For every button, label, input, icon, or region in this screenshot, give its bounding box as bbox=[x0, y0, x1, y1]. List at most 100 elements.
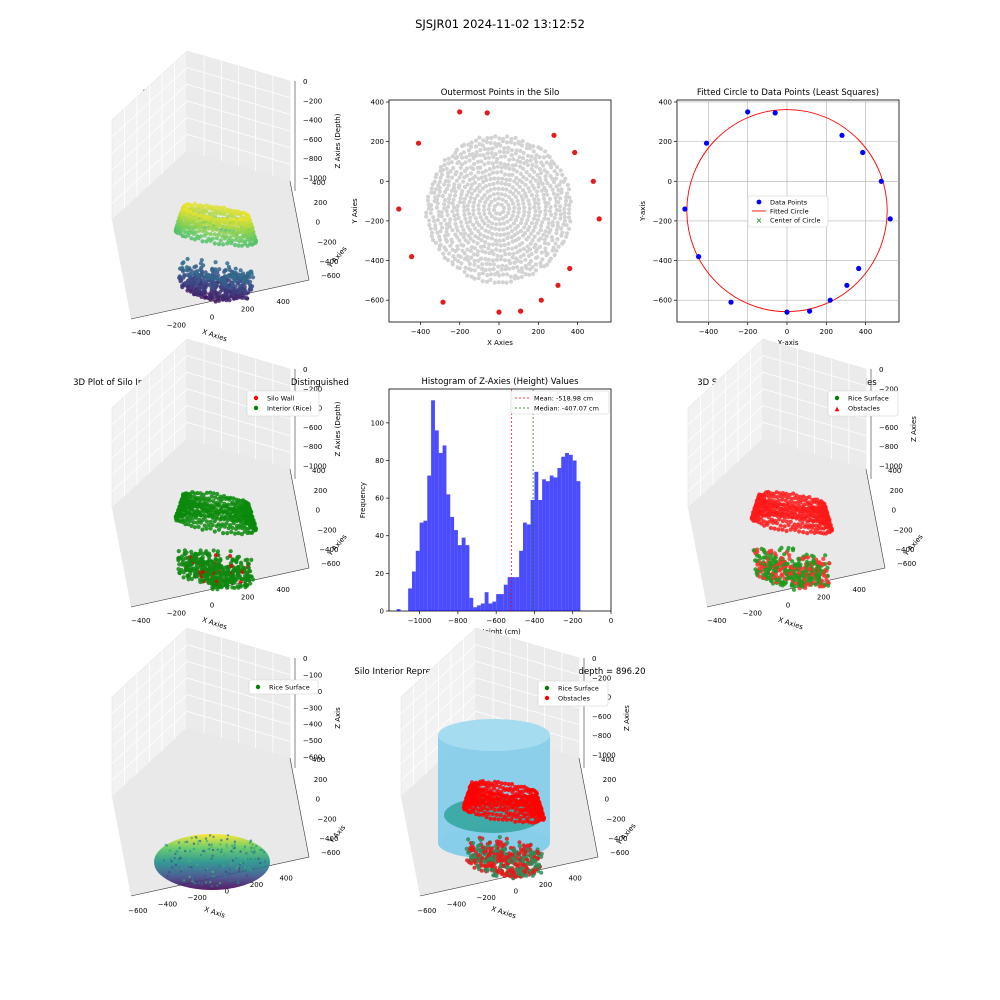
z-tick-label: 0 bbox=[592, 655, 596, 663]
inner-point bbox=[477, 141, 482, 147]
surface-point bbox=[228, 879, 231, 883]
surface-point bbox=[180, 867, 183, 870]
inner-point bbox=[568, 219, 573, 224]
inner-point bbox=[501, 209, 506, 214]
surface-point bbox=[225, 853, 228, 857]
y-tick-label: 200 bbox=[371, 138, 384, 146]
data-point bbox=[220, 234, 225, 239]
inner-point bbox=[524, 159, 530, 164]
inner-point bbox=[506, 246, 511, 251]
inner-point bbox=[513, 151, 518, 156]
data-point bbox=[221, 494, 227, 499]
inner-point bbox=[524, 146, 529, 151]
histogram-bar bbox=[526, 524, 531, 611]
inner-point bbox=[512, 232, 517, 238]
data-point bbox=[472, 865, 477, 870]
surface-point bbox=[210, 857, 213, 860]
data-point bbox=[778, 567, 783, 572]
histogram-bar bbox=[553, 477, 558, 611]
inner-point bbox=[478, 215, 483, 220]
inner-point bbox=[471, 212, 476, 217]
axes2d-p3: −400 −200 0 200 400−600−400−2000200400X-axis… bbox=[639, 88, 900, 347]
data-point bbox=[194, 564, 199, 569]
y-tick-label: −200 bbox=[653, 217, 672, 225]
inner-point bbox=[486, 207, 491, 212]
data-point bbox=[188, 518, 193, 524]
data-point bbox=[475, 802, 480, 808]
inner-point bbox=[521, 246, 526, 251]
data-point bbox=[817, 584, 822, 589]
histogram-bar bbox=[419, 522, 424, 611]
y-tick-label: 80 bbox=[375, 457, 384, 465]
surface-point bbox=[249, 839, 252, 843]
data-point bbox=[212, 241, 217, 246]
inner-point bbox=[436, 209, 441, 214]
inner-point bbox=[458, 152, 463, 157]
inner-point bbox=[457, 175, 462, 180]
inner-point bbox=[452, 256, 458, 261]
outer-point bbox=[551, 132, 557, 138]
data-point bbox=[755, 553, 760, 558]
inner-point bbox=[472, 258, 477, 263]
data-point bbox=[495, 852, 500, 857]
inner-point bbox=[485, 196, 490, 202]
x-tick-label: 400 bbox=[568, 874, 581, 882]
x-tick-label: 0 bbox=[225, 887, 229, 895]
inner-point bbox=[477, 199, 483, 204]
data-point bbox=[190, 516, 195, 521]
inner-point bbox=[467, 158, 472, 163]
outer-point bbox=[484, 110, 490, 116]
inner-point bbox=[541, 192, 546, 197]
surface-point bbox=[254, 858, 257, 861]
data-point bbox=[225, 502, 231, 507]
data-point bbox=[762, 549, 767, 554]
inner-point bbox=[498, 232, 503, 238]
data-point bbox=[466, 837, 471, 842]
inner-point bbox=[525, 244, 530, 249]
data-point bbox=[177, 571, 182, 576]
outer-point bbox=[496, 309, 502, 315]
inner-point bbox=[495, 180, 500, 185]
data-point bbox=[471, 809, 476, 814]
inner-point bbox=[525, 142, 530, 147]
inner-point bbox=[466, 233, 471, 238]
inner-point bbox=[525, 163, 531, 168]
inner-point bbox=[534, 193, 539, 198]
data-point bbox=[234, 237, 239, 242]
inner-point bbox=[477, 189, 482, 194]
x-tick-label: −600 bbox=[487, 617, 506, 625]
inner-point bbox=[464, 220, 469, 225]
inner-point bbox=[512, 205, 517, 210]
data-point bbox=[772, 558, 777, 563]
inner-point bbox=[499, 154, 504, 159]
inner-point bbox=[512, 179, 517, 184]
surface-point bbox=[236, 879, 239, 882]
z-tick-label: −800 bbox=[592, 732, 611, 740]
inner-point bbox=[466, 258, 471, 263]
data-point bbox=[225, 261, 230, 266]
histogram-bar bbox=[461, 537, 466, 611]
inner-point bbox=[480, 170, 485, 175]
inner-point bbox=[486, 155, 492, 160]
inner-point bbox=[486, 219, 491, 224]
inner-point bbox=[480, 186, 485, 191]
data-point bbox=[236, 585, 241, 590]
data-point bbox=[192, 225, 198, 230]
inner-point bbox=[476, 229, 481, 234]
inner-point bbox=[563, 176, 568, 181]
data-point bbox=[225, 495, 230, 500]
inner-point bbox=[493, 197, 498, 202]
legend-label: Rice Surface bbox=[269, 684, 310, 692]
data-point bbox=[805, 531, 810, 536]
inner-point bbox=[501, 136, 506, 142]
inner-point bbox=[457, 238, 462, 243]
inner-point bbox=[507, 195, 512, 200]
inner-point bbox=[446, 161, 451, 166]
data-point bbox=[497, 792, 502, 797]
inner-point bbox=[567, 207, 572, 212]
data-point bbox=[496, 807, 501, 812]
data-point bbox=[509, 870, 514, 875]
data-point bbox=[811, 554, 816, 559]
inner-point bbox=[469, 255, 474, 260]
data-point bbox=[206, 554, 211, 559]
